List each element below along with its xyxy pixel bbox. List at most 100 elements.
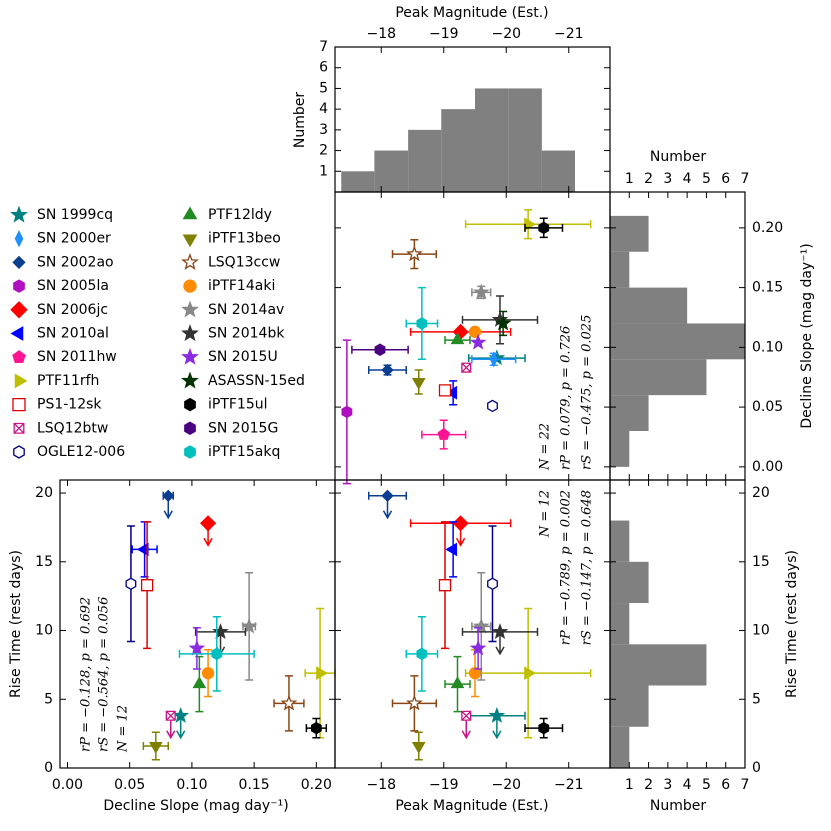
upper-limit-arrow	[495, 631, 505, 656]
legend-label: iPTF15akq	[208, 444, 280, 460]
histogram-bar	[610, 359, 707, 396]
legend-marker	[12, 255, 26, 270]
y-tick-label: 0.15	[752, 280, 783, 296]
legend-label: SN 1999cq	[37, 207, 113, 223]
data-point	[489, 351, 498, 368]
data-point	[468, 325, 482, 338]
y-tick-label: 3	[319, 122, 328, 138]
legend-label: iPTF15ul	[208, 397, 268, 413]
legend-marker	[181, 347, 199, 365]
data-point	[524, 666, 537, 680]
annotation: rS = −0.147, p = 0.648	[580, 490, 595, 645]
y-tick-label: 15	[752, 554, 770, 570]
axis-label: Rise Time (rest days)	[8, 550, 24, 698]
legend-marker	[184, 445, 196, 459]
legend-marker	[14, 230, 24, 248]
data-point	[148, 742, 163, 754]
legend-marker	[10, 205, 28, 223]
legend-label: SN 2014av	[208, 302, 284, 318]
legend-marker	[12, 350, 26, 363]
x-tick-label: −20	[491, 777, 521, 793]
x-tick-label: 0.00	[52, 777, 83, 793]
x-tick-label: 7	[741, 777, 750, 793]
x-tick-label: 1	[625, 777, 634, 793]
x-tick-label: −21	[554, 26, 584, 42]
x-tick-label: 0.20	[301, 777, 332, 793]
annotation: rP = −0.128, p = 0.692	[79, 597, 94, 752]
x-tick-label: −18	[366, 777, 396, 793]
y-tick-label: 0.00	[752, 459, 783, 475]
data-point	[416, 647, 428, 661]
y-tick-label: 0	[752, 760, 761, 776]
data-point	[472, 283, 490, 300]
x-tick-label: 5	[702, 777, 711, 793]
histogram-bar	[610, 520, 630, 562]
data-point	[494, 314, 512, 331]
legend-label: PTF12ldy	[208, 207, 272, 223]
data-point	[211, 647, 223, 661]
x-tick-label: 6	[721, 171, 730, 187]
legend-label: SN 2002ao	[37, 254, 114, 270]
histogram-bar	[610, 395, 649, 432]
data-point	[162, 489, 175, 502]
legend-marker	[181, 253, 199, 270]
legend-marker	[182, 206, 198, 220]
legend-marker	[10, 301, 28, 319]
y-tick-label: 1	[319, 163, 328, 179]
data-point	[140, 579, 154, 592]
data-point	[136, 542, 149, 557]
histogram-bar	[610, 287, 688, 324]
data-point	[374, 343, 386, 356]
y-tick-label: 0.20	[752, 220, 783, 236]
data-point	[437, 428, 451, 440]
data-point	[200, 515, 217, 532]
histogram-bar	[441, 109, 475, 192]
axis-label: Number	[650, 149, 706, 165]
annotation: rS = −0.475, p = 0.025	[580, 315, 595, 470]
data-point	[165, 710, 176, 721]
legend-label: iPTF13beo	[208, 231, 281, 247]
data-point	[188, 639, 206, 656]
annotation: rP = −0.789, p = 0.002	[559, 490, 574, 645]
data-point	[538, 721, 550, 735]
x-tick-label: −19	[429, 777, 459, 793]
data-point	[341, 405, 353, 419]
y-tick-label: 0	[44, 760, 53, 776]
data-point	[240, 617, 258, 634]
legend-marker	[182, 234, 198, 248]
legend-label: SN 2015U	[208, 349, 278, 365]
legend-label: iPTF14aki	[208, 278, 275, 294]
data-point	[406, 694, 423, 711]
legend-label: PS1-12sk	[37, 397, 102, 413]
data-point	[438, 579, 452, 592]
x-tick-label: 0.15	[239, 777, 270, 793]
y-tick-label: 15	[35, 554, 53, 570]
annotation: N = 12	[116, 705, 131, 753]
legend-marker	[183, 279, 197, 293]
x-tick-label: 1	[625, 171, 634, 187]
histogram-bar	[610, 251, 630, 288]
legend-marker	[13, 279, 25, 293]
x-tick-label: 2	[644, 777, 653, 793]
data-point	[491, 623, 509, 639]
legend-label: LSQ12btw	[37, 420, 108, 436]
annotation: rP = 0.079, p = 0.726	[559, 326, 574, 470]
data-point	[487, 577, 498, 591]
y-tick-label: 10	[35, 623, 53, 639]
x-tick-label: −19	[429, 26, 459, 42]
annotation: N = 12	[538, 490, 553, 538]
legend-label: SN 2015G	[208, 420, 278, 436]
histogram-bar	[610, 685, 649, 727]
legend-marker	[181, 371, 199, 389]
x-tick-label: 7	[741, 171, 750, 187]
legend-marker	[13, 422, 25, 434]
data-point	[445, 542, 458, 557]
x-tick-label: 0.10	[176, 777, 207, 793]
data-point	[472, 617, 490, 634]
axis-label: Decline Slope (mag day⁻¹)	[103, 798, 288, 814]
data-point	[450, 676, 465, 689]
data-point	[461, 710, 472, 721]
axis-label: Peak Magnitude (Est.)	[395, 798, 548, 814]
y-tick-label: 0.10	[752, 339, 783, 355]
